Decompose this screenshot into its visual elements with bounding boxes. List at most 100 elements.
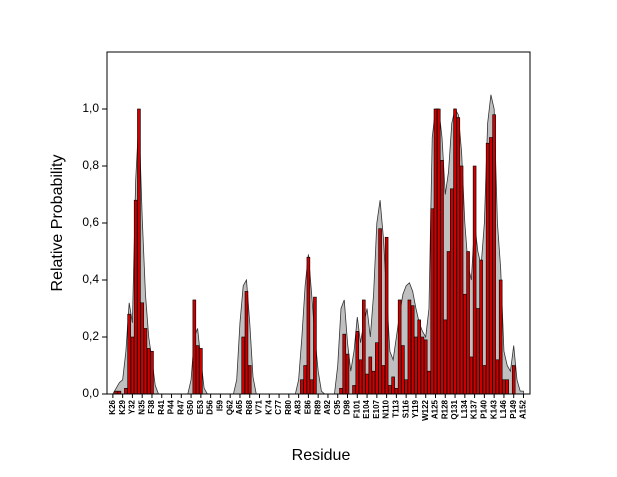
bar: [417, 319, 421, 395]
bar: [420, 336, 425, 395]
x-tick-label: P140: [479, 399, 488, 418]
bar: [446, 251, 451, 395]
bar: [381, 365, 386, 395]
bar: [485, 142, 490, 395]
bar: [479, 259, 483, 395]
bar: [433, 108, 438, 395]
x-tick-label: R89: [313, 399, 322, 414]
bar: [127, 313, 131, 395]
bar: [388, 385, 392, 395]
bar: [436, 108, 441, 395]
bar: [124, 387, 128, 395]
bar: [384, 236, 389, 395]
y-tick-label: 0,2: [82, 329, 99, 343]
bar: [195, 345, 200, 395]
bar: [352, 385, 356, 395]
bar: [345, 353, 350, 395]
bar: [300, 379, 304, 395]
bar: [414, 336, 418, 395]
bar: [192, 299, 197, 395]
x-tick-label: S116: [401, 399, 410, 418]
bar: [133, 199, 138, 395]
bar: [355, 330, 360, 395]
bar: [469, 356, 474, 395]
x-tick-label: K137: [470, 399, 479, 419]
x-tick-label: L134: [460, 399, 469, 418]
x-tick-label: C95: [333, 399, 342, 414]
bar: [362, 299, 366, 395]
bar: [146, 348, 151, 395]
y-tick-label: 0,0: [82, 386, 99, 400]
x-tick-label: V71: [255, 399, 264, 414]
bar: [463, 293, 467, 395]
bar: [502, 379, 506, 395]
x-tick-label: C77: [274, 399, 283, 414]
x-tick-label: R68: [245, 399, 254, 414]
x-tick-label: K26: [108, 399, 117, 414]
bar: [430, 208, 435, 395]
x-tick-label: E86: [304, 399, 313, 414]
bar: [492, 114, 496, 395]
bar: [378, 228, 382, 395]
bar: [303, 365, 307, 395]
x-tick-label: A92: [323, 399, 332, 414]
bar: [410, 305, 415, 395]
x-tick-label: N35: [137, 399, 146, 414]
x-tick-label: D98: [343, 399, 352, 414]
bar: [472, 165, 477, 395]
bar: [450, 188, 454, 395]
x-tick-label: D56: [206, 399, 215, 414]
bar: [407, 299, 412, 395]
x-tick-label: E53: [196, 399, 205, 414]
x-tick-label: G50: [186, 399, 195, 415]
x-tick-label: E104: [362, 399, 371, 418]
x-tick-label: R41: [157, 399, 166, 414]
x-tick-label: N110: [382, 399, 391, 418]
x-tick-label: F101: [352, 399, 361, 418]
x-tick-label: A83: [294, 399, 303, 414]
x-tick-label: R47: [176, 399, 185, 414]
x-tick-label: R128: [440, 399, 449, 419]
bar: [137, 108, 141, 395]
bar: [199, 348, 203, 395]
bar: [453, 108, 457, 395]
bar: [498, 279, 503, 395]
x-tick-label: W122: [421, 399, 430, 420]
bar: [459, 165, 464, 395]
x-tick-label: A125: [431, 399, 440, 419]
bar: [404, 379, 408, 395]
bar: [495, 359, 500, 395]
bar: [440, 160, 444, 395]
bar: [505, 379, 509, 395]
x-tick-label: L146: [499, 399, 508, 418]
y-tick-label: 0,6: [82, 215, 99, 229]
bar: [342, 333, 347, 395]
bar: [247, 365, 252, 395]
bar: [394, 387, 399, 395]
bar: [375, 342, 379, 395]
y-tick-label: 0,8: [82, 158, 99, 172]
bar: [130, 336, 135, 395]
x-axis-title: Residue: [292, 447, 351, 464]
bar: [241, 336, 245, 395]
bar: [371, 370, 376, 395]
bar: [456, 117, 461, 395]
bar: [391, 376, 395, 395]
bar: [443, 319, 448, 395]
bar: [489, 137, 493, 395]
bar: [339, 387, 343, 395]
x-tick-label: F38: [147, 399, 156, 413]
bar: [313, 296, 317, 395]
y-tick-label: 0,4: [82, 272, 99, 286]
x-tick-label: K74: [264, 399, 273, 414]
bar: [143, 328, 148, 395]
bar: [423, 339, 428, 395]
x-tick-label: I59: [216, 399, 225, 411]
bar: [476, 308, 480, 395]
bar: [365, 373, 369, 395]
x-tick-label: R80: [284, 399, 293, 414]
x-tick-label: Q62: [225, 399, 234, 415]
bar: [397, 299, 402, 395]
y-axis-title: Relative Probability: [49, 155, 66, 292]
y-tick-label: 1,0: [82, 101, 99, 115]
